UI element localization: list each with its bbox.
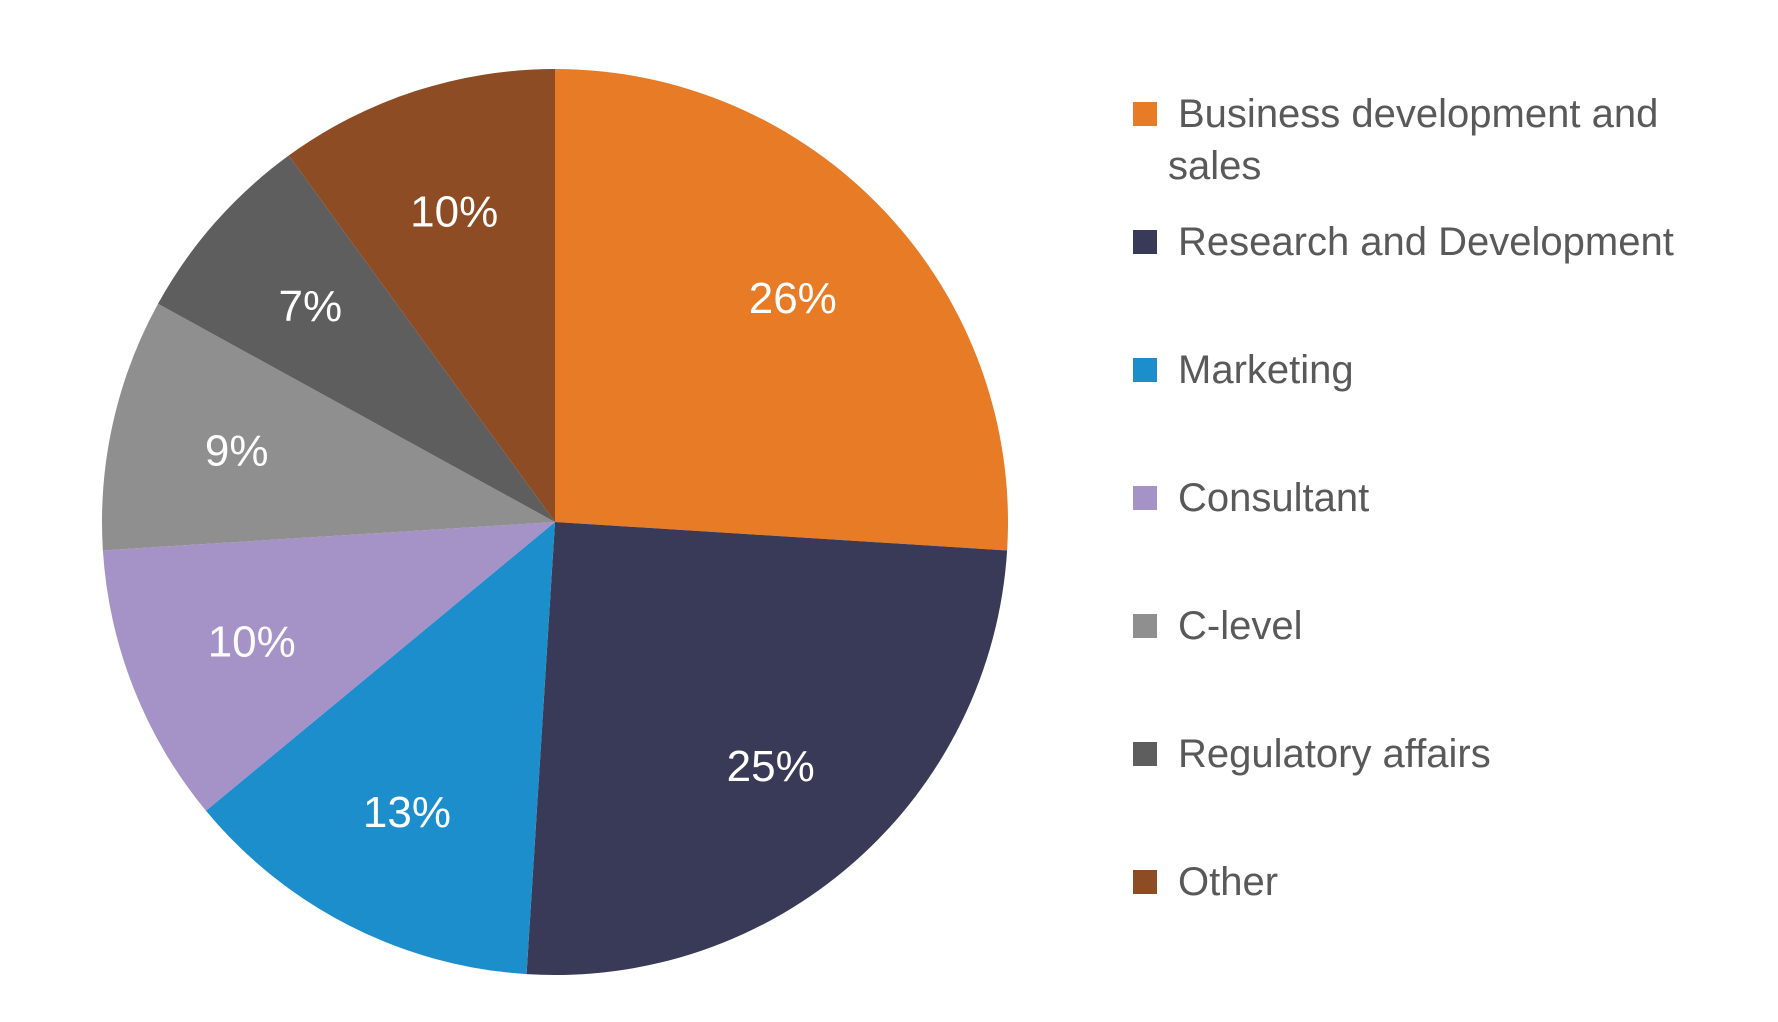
legend-label: Business development and — [1178, 92, 1658, 136]
legend-swatch — [1133, 614, 1157, 638]
pie-slice-labels: 26% 25% 13% 10% 9% 7% 10% — [205, 187, 837, 837]
legend-swatch — [1133, 230, 1157, 254]
slice-label-other: 10% — [410, 187, 498, 236]
legend-item-other: Other — [1133, 860, 1278, 904]
legend-label: C-level — [1178, 604, 1302, 648]
slice-label-business-development-and-sales: 26% — [749, 274, 837, 323]
legend-swatch — [1133, 102, 1157, 126]
pie-slice-marketing — [205, 522, 555, 975]
slice-label-consultant: 10% — [208, 618, 296, 667]
slice-label-regulatory-affairs: 7% — [279, 282, 343, 331]
legend-item-c-level: C-level — [1133, 604, 1302, 648]
slice-label-research-and-development: 25% — [727, 742, 815, 791]
legend-swatch — [1133, 870, 1157, 894]
slice-label-c-level: 9% — [205, 426, 269, 475]
pie-slice-consultant — [102, 522, 555, 811]
legend-label: sales — [1168, 144, 1261, 188]
slice-label-marketing: 13% — [363, 788, 451, 837]
legend-item-regulatory-affairs: Regulatory affairs — [1133, 732, 1491, 776]
pie-slice-research-and-development — [526, 522, 1008, 975]
legend: Business development and sales Research an… — [1133, 92, 1674, 904]
legend-item-research-and-development: Research and Development — [1133, 220, 1674, 264]
pie-slice-business-development-and-sales — [555, 69, 1008, 551]
pie-slice-c-level — [102, 303, 556, 551]
pie-slices — [102, 69, 1008, 975]
legend-swatch — [1133, 358, 1157, 382]
legend-label: Marketing — [1178, 348, 1354, 392]
legend-label: Research and Development — [1178, 220, 1674, 264]
legend-swatch — [1133, 742, 1157, 766]
legend-label: Consultant — [1178, 476, 1369, 520]
legend-item-marketing: Marketing — [1133, 348, 1354, 392]
legend-item-consultant: Consultant — [1133, 476, 1369, 520]
legend-label: Regulatory affairs — [1178, 732, 1491, 776]
pie-slice-other — [288, 69, 555, 522]
legend-label: Other — [1178, 860, 1278, 904]
legend-item-business-development-and-sales: Business development and sales — [1133, 92, 1658, 188]
legend-swatch — [1133, 486, 1157, 510]
pie-slice-regulatory-affairs — [158, 155, 555, 522]
